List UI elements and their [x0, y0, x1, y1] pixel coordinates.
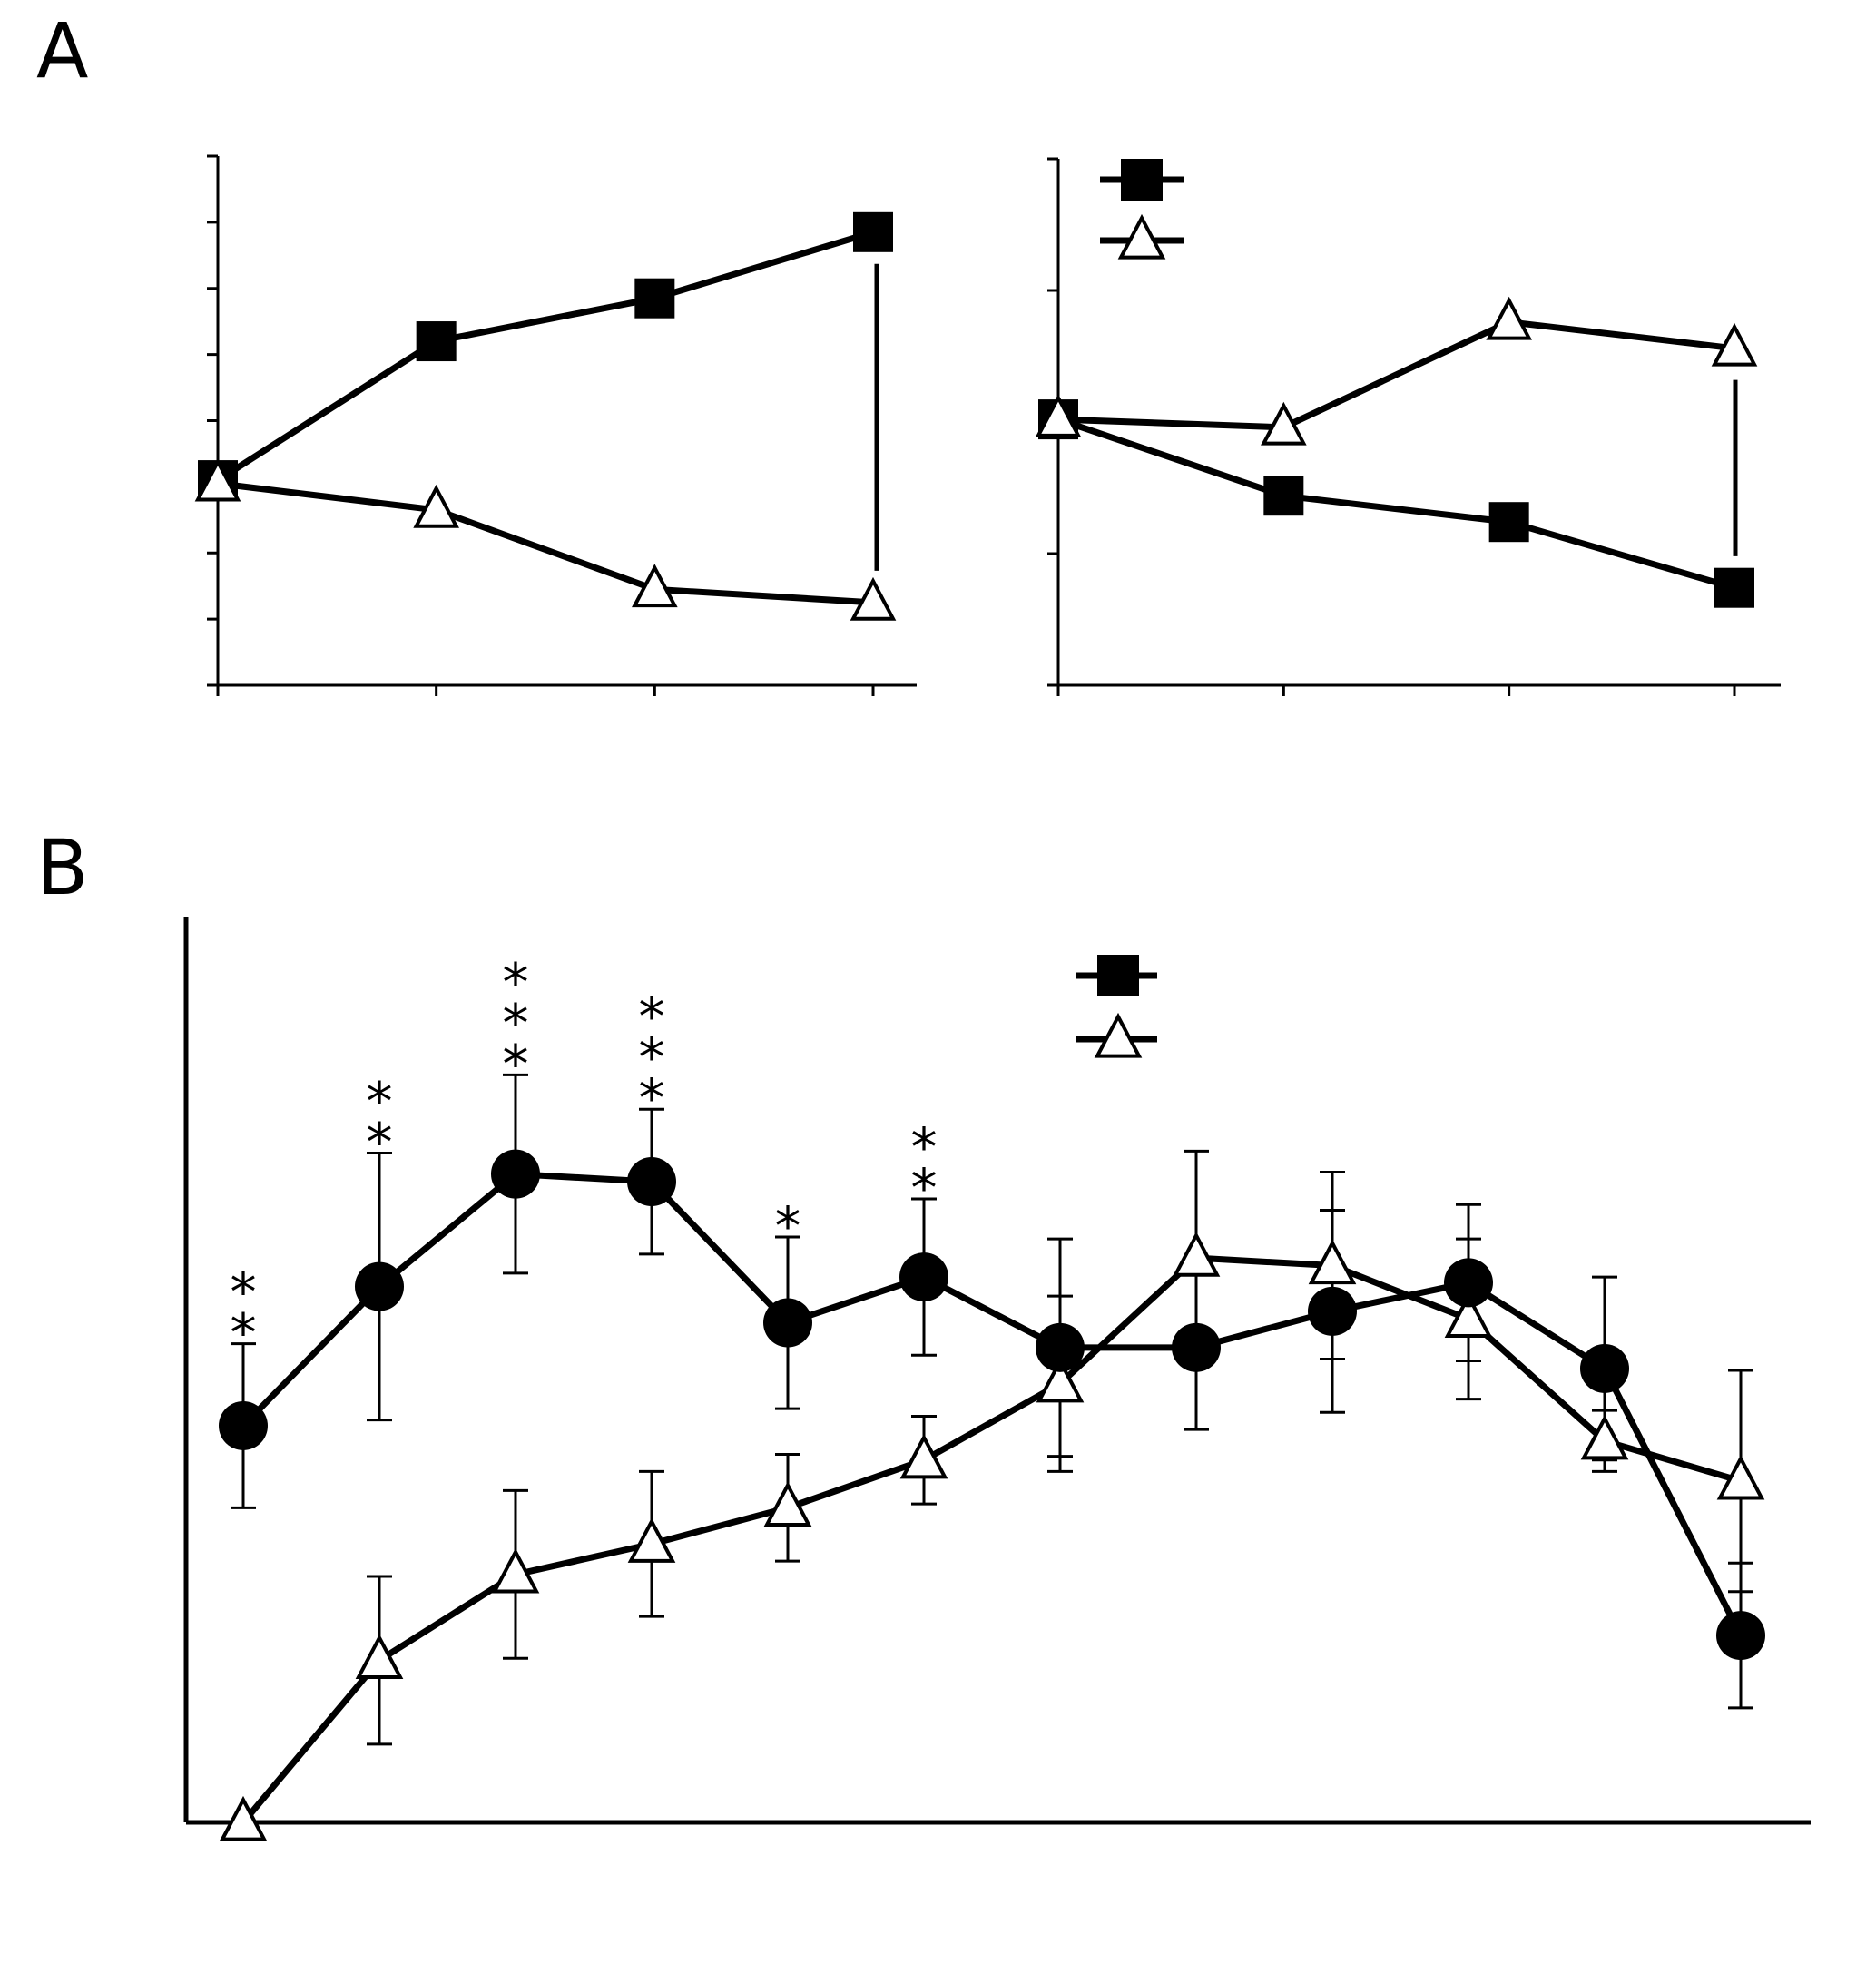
- data-point: [194, 457, 241, 502]
- panel-b-label: B: [36, 823, 89, 912]
- data-point: [491, 1547, 540, 1594]
- data-point: [1716, 1611, 1765, 1661]
- data-point: [1172, 1231, 1221, 1277]
- legend-marker: [1117, 213, 1166, 260]
- data-point: [219, 1795, 268, 1841]
- data-point: [1444, 1292, 1493, 1338]
- data-point: [763, 1298, 812, 1348]
- significance-star: *: [639, 1026, 665, 1088]
- data-point: [1711, 322, 1758, 367]
- data-point: [413, 484, 459, 528]
- data-point: [763, 1481, 812, 1527]
- data-point: [1488, 502, 1529, 543]
- significance-star: *: [639, 1067, 665, 1129]
- data-point: [1580, 1414, 1629, 1460]
- significance-star: *: [231, 1302, 257, 1364]
- data-point: [1035, 394, 1082, 437]
- legend-marker: [1121, 159, 1163, 201]
- significance-star: *: [503, 951, 529, 1013]
- data-point: [355, 1261, 404, 1311]
- data-point: [1486, 296, 1532, 340]
- data-point: [899, 1252, 948, 1302]
- data-point: [627, 1157, 676, 1207]
- legend-marker: [1094, 1012, 1143, 1058]
- data-point: [355, 1634, 404, 1680]
- data-point: [1308, 1286, 1357, 1336]
- data-point: [1036, 1322, 1085, 1372]
- data-point: [853, 211, 893, 252]
- series-line: [217, 480, 874, 606]
- data-point: [1714, 567, 1754, 608]
- data-point: [1580, 1343, 1629, 1393]
- series-line: [216, 229, 875, 484]
- panel-a-label: A: [36, 6, 88, 95]
- significance-star: *: [503, 992, 529, 1054]
- significance-star: *: [231, 1261, 257, 1323]
- data-point: [1261, 401, 1307, 446]
- data-point: [1716, 1454, 1765, 1500]
- significance-star: *: [503, 1033, 529, 1095]
- chart-nrem-sleep: *************: [183, 917, 1811, 1841]
- data-point: [1263, 476, 1304, 516]
- series-line: [1056, 416, 1735, 592]
- series-line: [241, 1254, 1742, 1825]
- legend-marker: [1097, 955, 1139, 996]
- data-point: [1036, 1357, 1085, 1403]
- data-point: [899, 1433, 948, 1479]
- data-point: [491, 1149, 540, 1199]
- significance-star: *: [367, 1112, 393, 1173]
- data-point: [1308, 1239, 1357, 1285]
- data-point: [1444, 1258, 1493, 1308]
- significance-star: *: [367, 1071, 393, 1133]
- data-point: [634, 278, 675, 319]
- significance-star: *: [775, 1195, 801, 1257]
- data-point: [850, 576, 897, 621]
- significance-star: *: [639, 986, 665, 1047]
- data-point: [219, 1400, 268, 1450]
- data-point: [1172, 1322, 1221, 1372]
- data-point: [416, 321, 457, 362]
- series-line: [1057, 319, 1735, 431]
- significance-star: *: [911, 1157, 938, 1219]
- significance-star: *: [911, 1116, 938, 1178]
- series-line: [241, 1171, 1744, 1637]
- data-point: [632, 564, 678, 608]
- chart-sleep-efficiency: [194, 154, 917, 696]
- chart-sleep-onset-latency: [1035, 157, 1781, 696]
- data-point: [627, 1517, 676, 1563]
